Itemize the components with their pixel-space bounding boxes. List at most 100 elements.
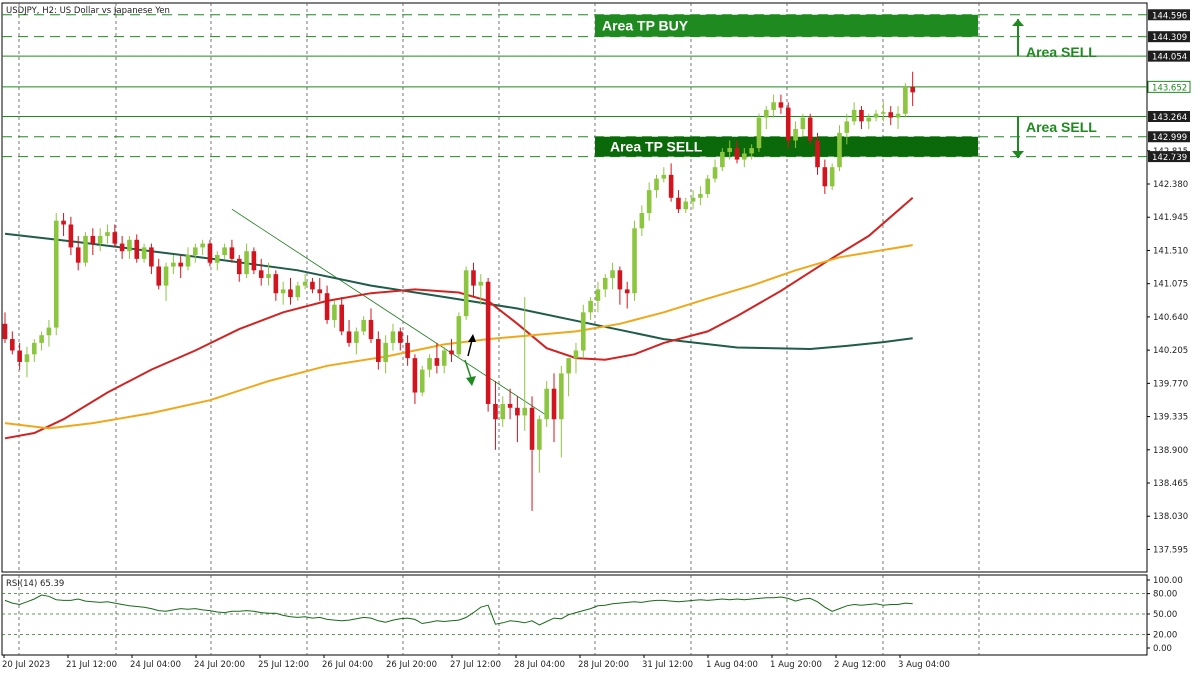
x-tick-label: 2 Aug 12:00: [834, 660, 886, 670]
candle-body: [397, 331, 403, 343]
candle-body: [580, 312, 586, 351]
candle-body: [829, 167, 835, 187]
y-tick-label: 141.945: [1153, 213, 1188, 223]
candle-body: [251, 251, 257, 271]
candle-body: [698, 193, 703, 198]
price-label-box: [1148, 131, 1190, 143]
candle-body: [873, 113, 879, 118]
candle-body: [68, 224, 74, 248]
candle-body: [90, 235, 96, 244]
price-label: 142.739: [1152, 153, 1187, 163]
candle-body: [895, 113, 901, 118]
zones: Area TP BUY Area TP SELL: [595, 14, 978, 157]
candle-body: [163, 266, 169, 286]
price-label: 144.596: [1152, 11, 1187, 21]
candle-body: [602, 277, 608, 290]
candle-body: [295, 285, 301, 298]
y-tick-label: 141.075: [1153, 280, 1188, 290]
candle-body: [763, 109, 769, 118]
candle-body: [632, 228, 637, 294]
candle-body: [727, 148, 732, 152]
price-label: 143.264: [1152, 113, 1187, 123]
x-tick-label: 28 Jul 04:00: [514, 660, 565, 670]
candle-body: [156, 266, 162, 286]
candle-body: [449, 350, 454, 355]
candle-body: [361, 319, 366, 332]
candle-body: [742, 153, 747, 160]
candle-body: [793, 129, 798, 141]
y-tick-label: 141.510: [1153, 246, 1188, 256]
candle-body: [844, 121, 850, 133]
candle-body: [676, 197, 681, 210]
price-label-box: [1148, 151, 1190, 163]
candle-body: [617, 270, 623, 290]
candle-body: [456, 316, 462, 355]
side-arrow-head: [1012, 151, 1024, 159]
x-tick-label: 31 Jul 12:00: [642, 660, 693, 670]
x-tick-label: 27 Jul 12:00: [450, 660, 501, 670]
candle-body: [302, 281, 308, 286]
candle-body: [463, 270, 469, 317]
candle-body: [668, 174, 674, 198]
candle-body: [610, 270, 615, 278]
arrows: Area SELL Area SELL: [464, 19, 1097, 386]
side-label: Area SELL: [1026, 44, 1097, 60]
x-tick-label: 25 Jul 12:00: [258, 660, 309, 670]
candle-body: [537, 419, 542, 450]
x-tick-label: 24 Jul 20:00: [194, 660, 245, 670]
candle-body: [119, 243, 125, 252]
candle-body: [236, 258, 242, 275]
candle-body: [97, 235, 103, 244]
candle-body: [178, 262, 183, 267]
y-tick-label: 139.335: [1153, 413, 1188, 423]
candle-body: [478, 281, 484, 286]
candle-body: [46, 327, 52, 336]
candle-body: [800, 117, 806, 130]
candle-body: [127, 239, 132, 252]
candle-body: [866, 117, 872, 122]
candle-body: [75, 247, 81, 263]
candle-body: [507, 403, 513, 408]
rsi-tick-label: 0.00: [1153, 644, 1172, 654]
candle-body: [851, 109, 857, 122]
main-panel-frame: [1, 2, 1148, 573]
candle-body: [288, 289, 293, 298]
candle-body: [822, 167, 828, 187]
candle-body: [544, 388, 549, 420]
candle-body: [903, 87, 908, 114]
candle-body: [807, 117, 813, 141]
candle-body: [434, 358, 440, 366]
breakout-arrow-head: [468, 334, 476, 342]
y-tick-label: 140.205: [1153, 346, 1188, 356]
x-tick-label: 28 Jul 20:00: [578, 660, 629, 670]
rsi-line: [4, 594, 913, 626]
rsi-tick-label: 20.00: [1153, 630, 1177, 640]
candle-body: [222, 247, 227, 256]
candle-body: [441, 350, 447, 366]
x-tick-label: 26 Jul 04:00: [322, 660, 373, 670]
x-tick-label: 3 Aug 04:00: [898, 660, 950, 670]
candle-body: [427, 358, 432, 370]
price-label: 142.999: [1152, 133, 1187, 143]
candles: [2, 71, 915, 511]
side-arrow-head: [1012, 19, 1024, 27]
candle-body: [815, 140, 820, 168]
rsi-panel: RSI(14) 65.39 100.00 80.00 50.00 20.00 0.00: [2, 576, 1183, 654]
candle-body: [141, 247, 147, 259]
rsi-tick-label: 50.00: [1153, 610, 1177, 620]
candle-body: [573, 350, 579, 359]
breakout-arrow-head: [466, 376, 476, 386]
candle-body: [105, 232, 110, 236]
candle-body: [390, 331, 396, 343]
y-tick-label: 142.380: [1153, 180, 1188, 190]
candle-body: [134, 239, 140, 259]
level-lines: 144.596 144.309 144.054 143.652 143.264 142.9…: [2, 9, 1191, 163]
candle-body: [2, 323, 8, 340]
candle-body: [405, 342, 410, 359]
breakout-arrow: [464, 359, 472, 379]
candle-body: [346, 331, 352, 343]
y-tick-label: 138.030: [1153, 512, 1188, 522]
candle-body: [910, 87, 915, 93]
candle-body: [690, 197, 696, 202]
